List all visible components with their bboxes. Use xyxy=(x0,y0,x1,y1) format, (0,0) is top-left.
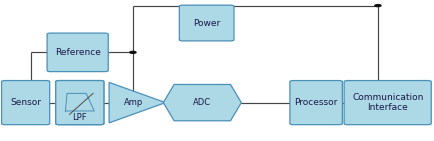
Text: LPF: LPF xyxy=(72,98,87,107)
FancyBboxPatch shape xyxy=(179,5,233,41)
Text: Reference: Reference xyxy=(55,48,100,57)
Circle shape xyxy=(374,5,380,7)
Text: Interface: Interface xyxy=(366,103,407,112)
Text: Amp: Amp xyxy=(124,98,143,107)
Text: Power: Power xyxy=(193,18,220,27)
Polygon shape xyxy=(109,82,165,123)
Polygon shape xyxy=(65,93,94,111)
Text: LPF: LPF xyxy=(72,113,87,122)
FancyBboxPatch shape xyxy=(47,33,108,72)
Text: Processor: Processor xyxy=(294,98,337,107)
FancyBboxPatch shape xyxy=(289,81,342,125)
Circle shape xyxy=(130,51,136,53)
Text: Sensor: Sensor xyxy=(10,98,41,107)
Text: ADC: ADC xyxy=(193,98,211,107)
FancyBboxPatch shape xyxy=(343,81,430,125)
FancyBboxPatch shape xyxy=(56,81,104,125)
Polygon shape xyxy=(163,84,241,121)
FancyBboxPatch shape xyxy=(56,81,104,125)
Text: Communication: Communication xyxy=(351,93,422,102)
FancyBboxPatch shape xyxy=(2,81,49,125)
